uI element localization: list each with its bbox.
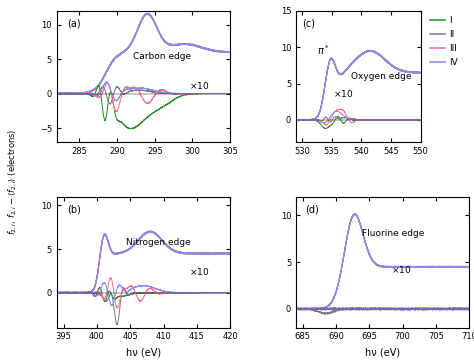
Text: Carbon edge: Carbon edge bbox=[133, 52, 191, 62]
Text: Nitrogen edge: Nitrogen edge bbox=[126, 238, 191, 247]
X-axis label: hν (eV): hν (eV) bbox=[365, 347, 400, 357]
Text: $f_{2,i},\, f_{2,i} - \langle f_{2,i}\rangle$ (electrons): $f_{2,i},\, f_{2,i} - \langle f_{2,i}\ra… bbox=[7, 129, 19, 235]
Text: (a): (a) bbox=[67, 19, 81, 29]
Text: (c): (c) bbox=[302, 19, 315, 29]
Text: $\times$10: $\times$10 bbox=[333, 88, 354, 99]
Text: Oxygen edge: Oxygen edge bbox=[351, 72, 411, 81]
Text: $\times$10: $\times$10 bbox=[189, 80, 209, 91]
Text: $\times$10: $\times$10 bbox=[189, 266, 209, 277]
Text: (d): (d) bbox=[305, 205, 319, 214]
Legend: I, II, III, IV: I, II, III, IV bbox=[429, 15, 459, 68]
Text: $\pi^*$: $\pi^*$ bbox=[317, 44, 330, 58]
Text: Fluorine edge: Fluorine edge bbox=[362, 229, 424, 238]
Text: (b): (b) bbox=[67, 205, 81, 214]
Text: $\times$10: $\times$10 bbox=[392, 264, 412, 275]
X-axis label: hν (eV): hν (eV) bbox=[126, 347, 161, 357]
